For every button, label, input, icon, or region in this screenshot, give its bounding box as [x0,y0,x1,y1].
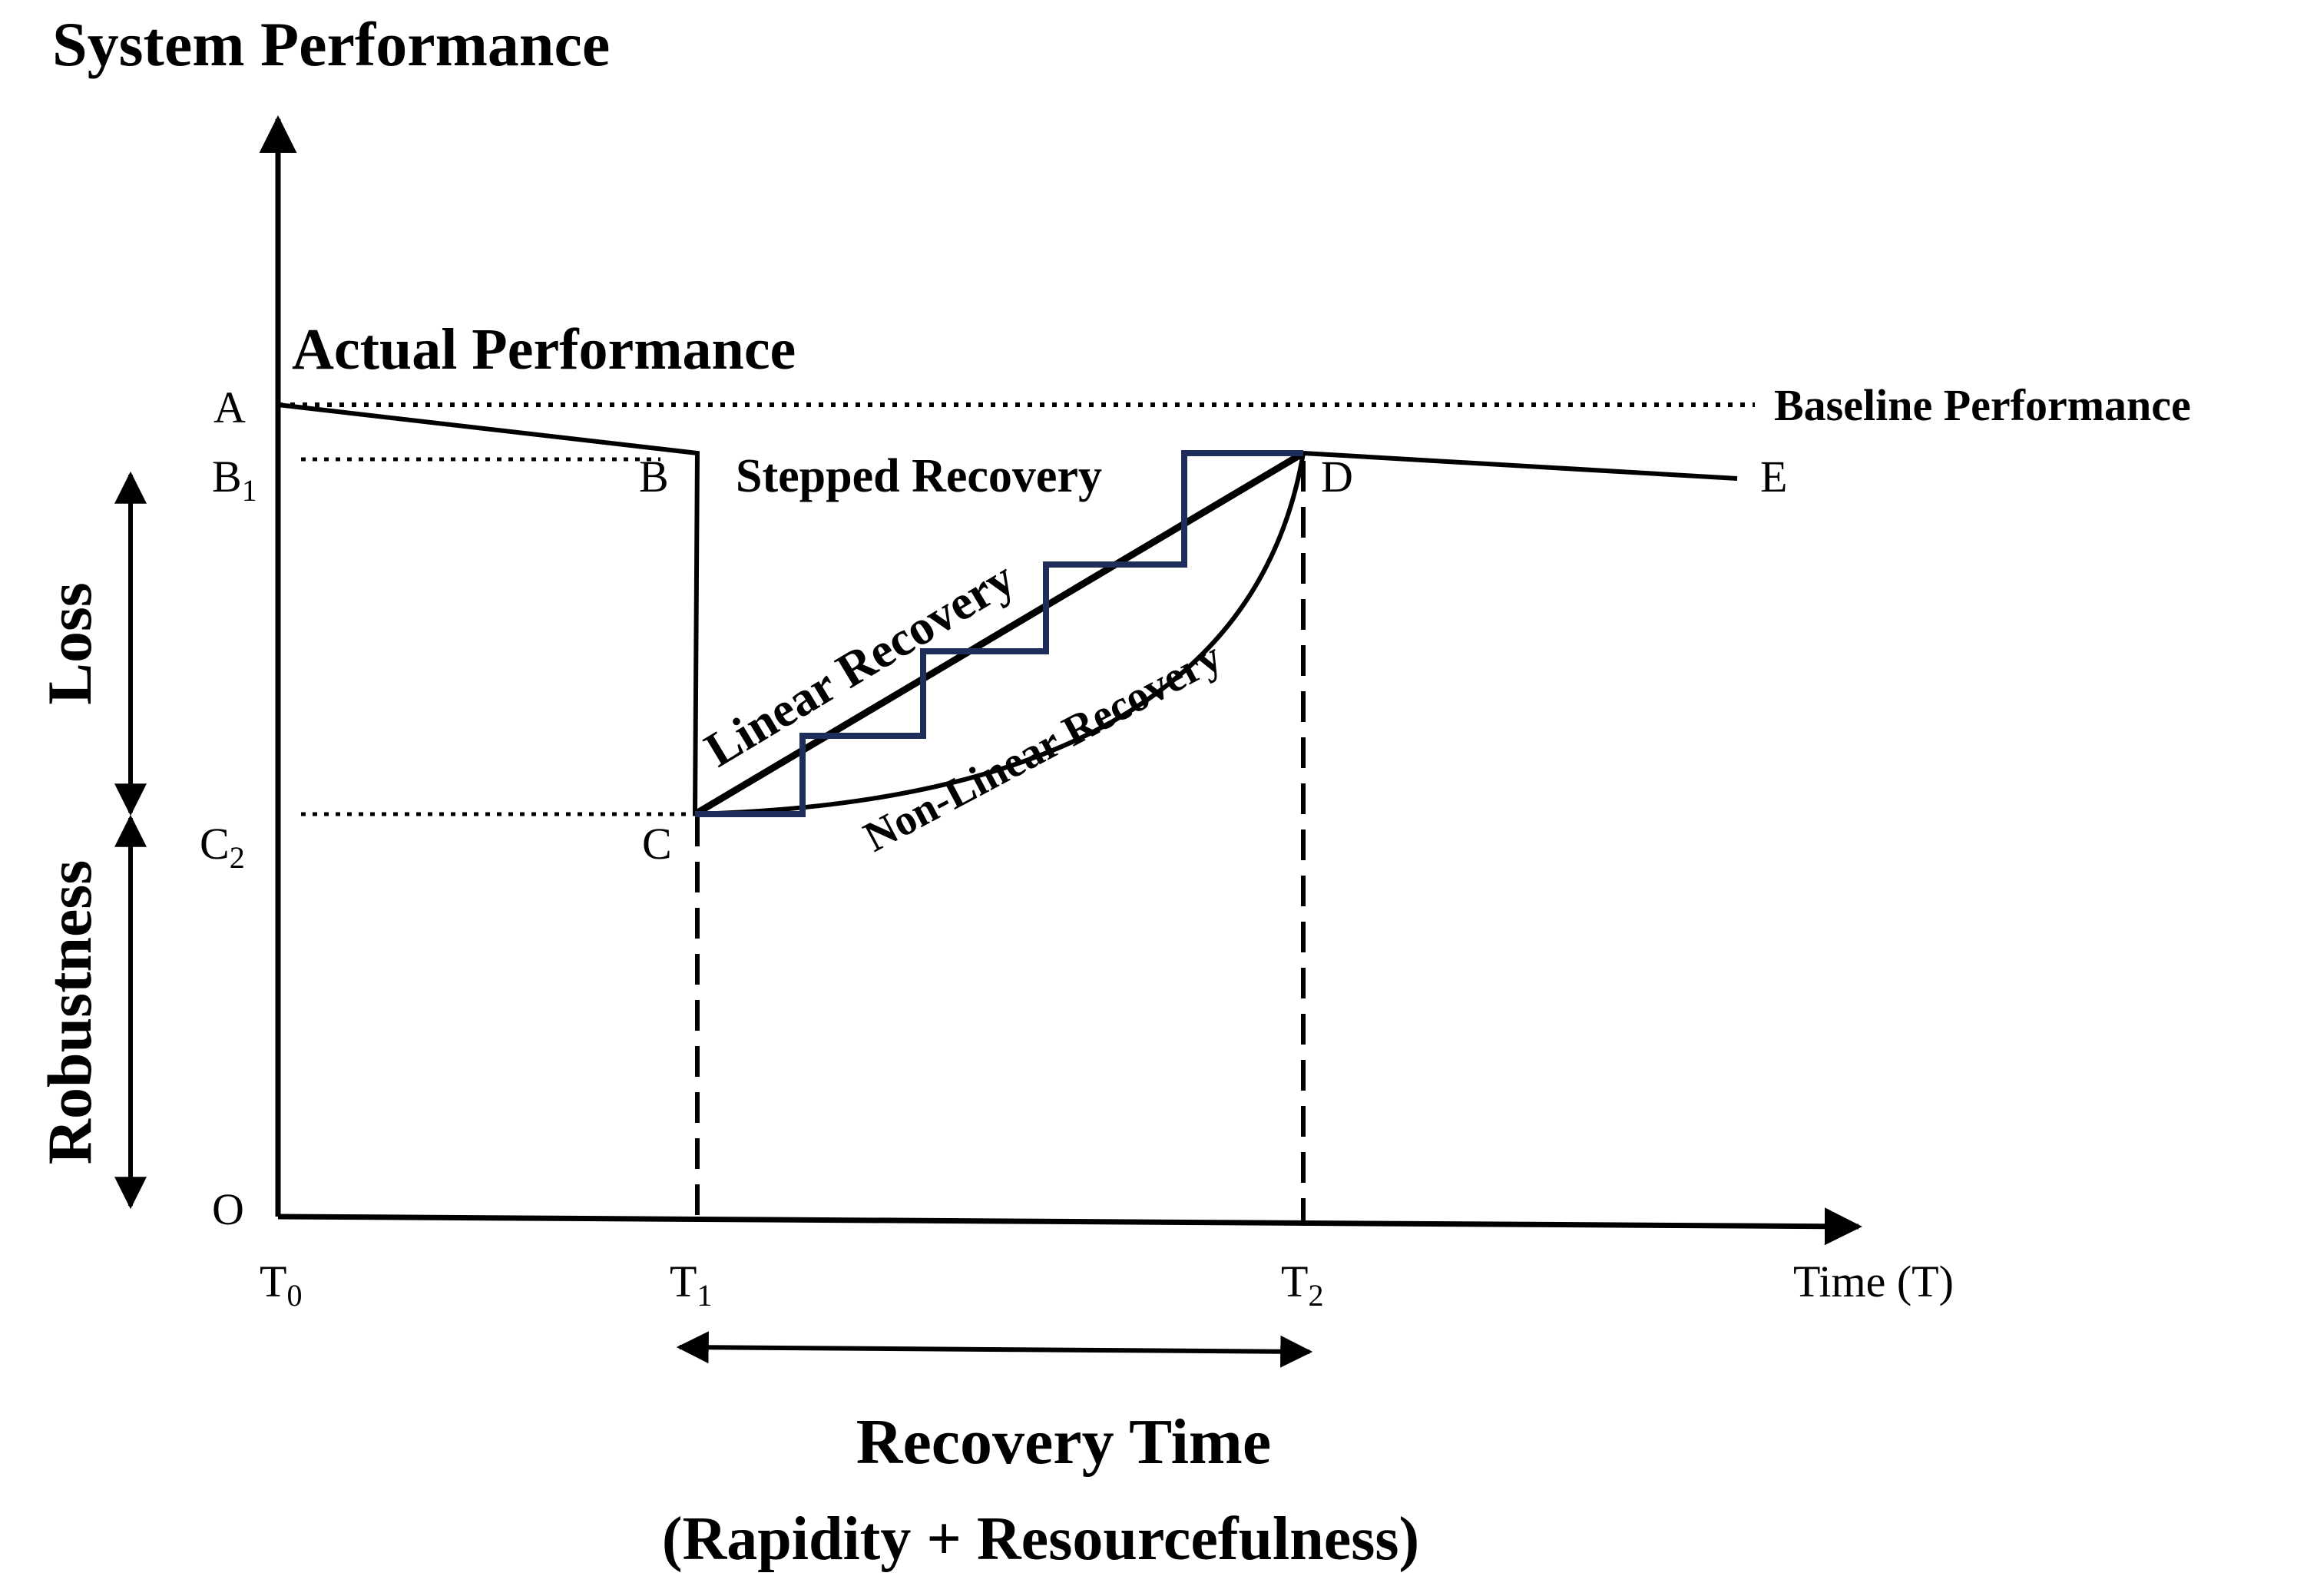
point-d-label: D [1321,452,1353,502]
baseline-label: Baseline Performance [1774,380,2191,430]
stepped-recovery-line [695,450,1303,817]
point-a-label: A [213,382,246,432]
stepped-recovery-label: Stepped Recovery [736,450,1102,502]
point-b1-label: B1 [212,452,257,508]
tick-t2-label: T2 [1281,1257,1323,1313]
point-b-label: B [639,452,669,502]
tick-t0-label: T0 [260,1257,302,1313]
linear-recovery-label: Linear Recovery [696,551,1024,777]
y-axis-title: System Performance [52,9,610,79]
post-recovery-line [1302,451,1738,481]
point-o-label: O [212,1184,244,1234]
x-axis-label: Time (T) [1793,1257,1954,1306]
point-e-label: E [1760,452,1787,502]
recovery-sub-label: (Rapidity + Resourcefulness) [662,1505,1419,1573]
linear-recovery-line [693,450,1306,817]
recovery-time-label: Recovery Time [856,1406,1271,1478]
x-axis [277,1207,1862,1246]
recovery-time-arrow [676,1331,1313,1368]
actual-performance-curve [277,402,700,815]
robustness-label: Robustness [35,860,104,1164]
point-c-label: C [642,819,672,869]
actual-performance-label: Actual Performance [292,317,796,382]
tick-t1-label: T1 [670,1257,712,1313]
nonlinear-recovery-label: Non-Linear Recovery [856,633,1229,861]
point-c2-label: C2 [200,819,245,875]
nonlinear-recovery-curve [694,452,1306,816]
loss-label: Loss [35,582,104,705]
